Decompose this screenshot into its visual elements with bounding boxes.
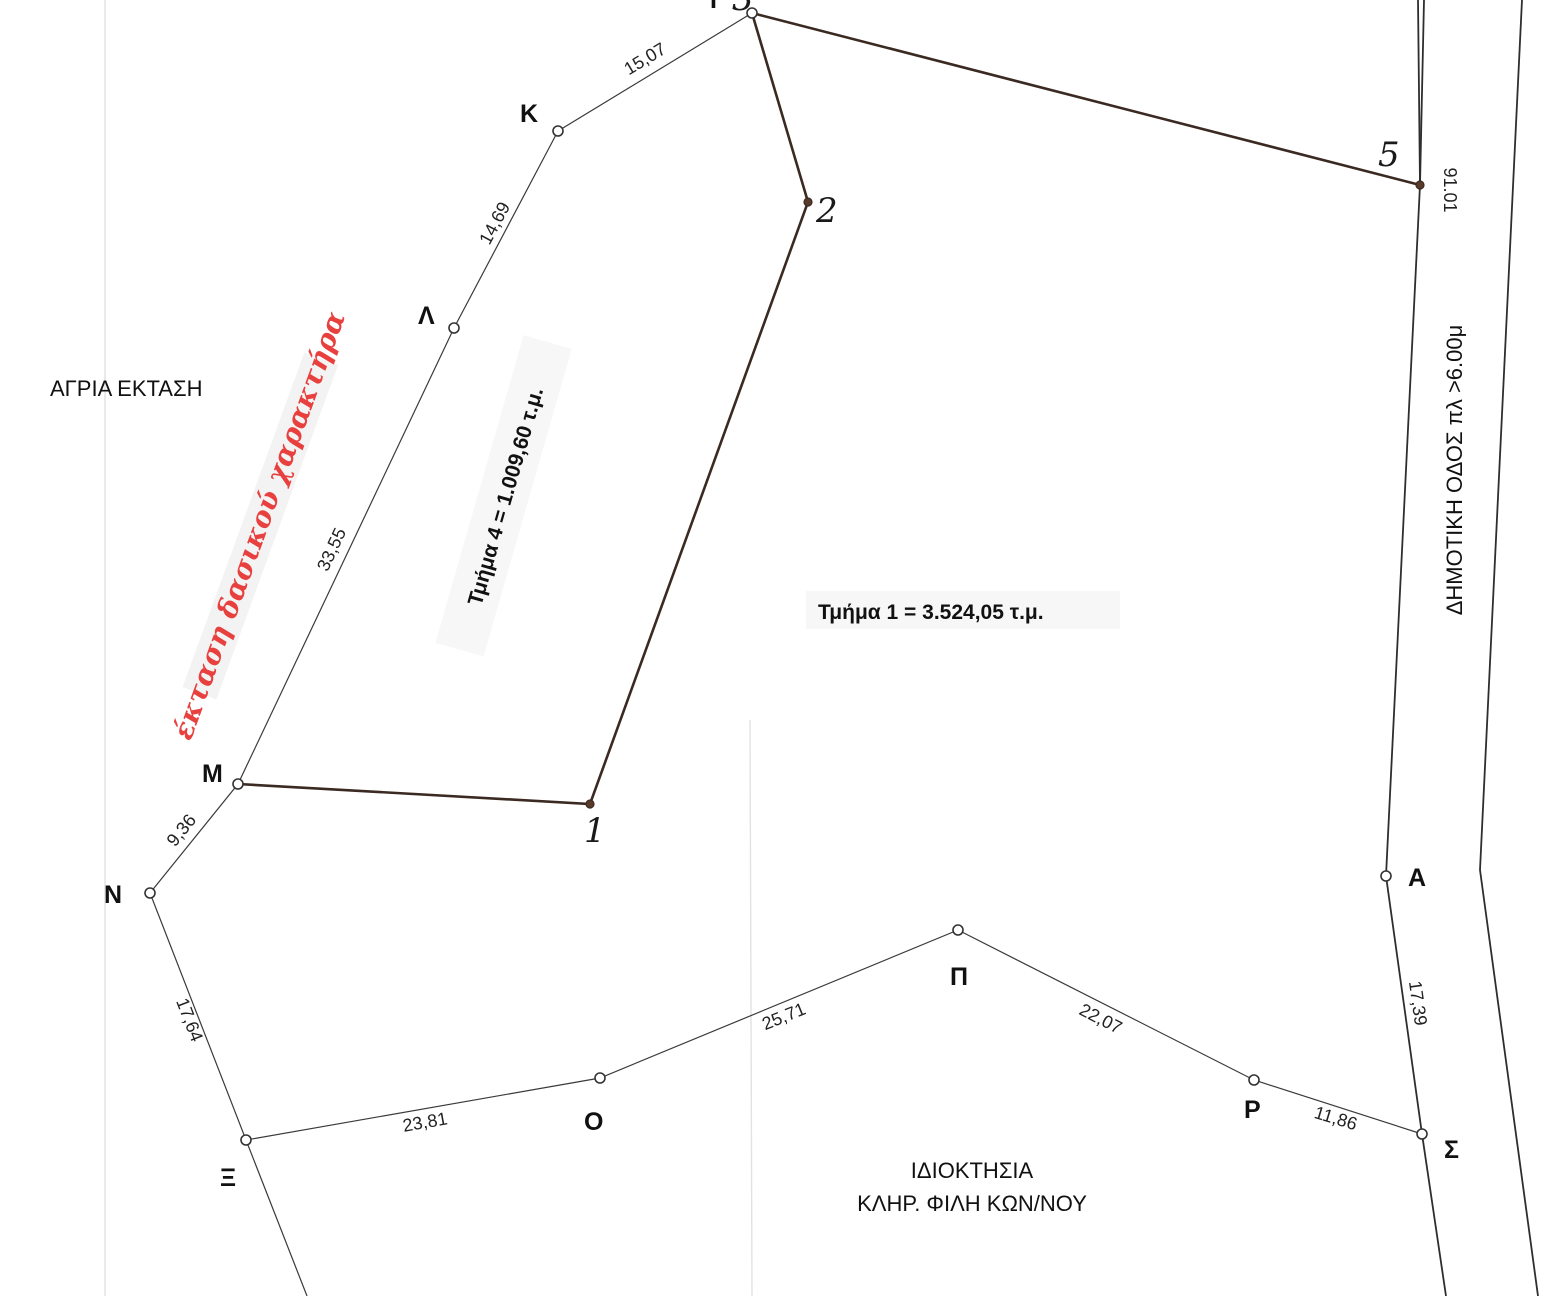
label-A: Α bbox=[1408, 864, 1426, 892]
road-label: ΔΗΜΟΤΙΚΗ ΟΔΟΣ πλ >6.00μ bbox=[1442, 325, 1467, 616]
label-P: Π bbox=[950, 963, 968, 991]
vertex-2 bbox=[803, 197, 813, 207]
label-K: Κ bbox=[520, 100, 538, 128]
label-L: Λ bbox=[418, 302, 435, 330]
label-O: Ο bbox=[584, 1108, 603, 1136]
vertex-S bbox=[1416, 1128, 1428, 1140]
hand-label-2: 2 bbox=[815, 191, 838, 231]
vertex-L bbox=[448, 322, 460, 334]
forest-note-background bbox=[182, 352, 339, 700]
label-R: Ρ bbox=[1244, 1096, 1261, 1124]
vertex-R bbox=[1248, 1074, 1260, 1086]
vertex-K bbox=[552, 125, 564, 137]
section1-area-label: Τμήμα 1 = 3.524,05 τ.μ. bbox=[806, 591, 1120, 629]
hand-label-1: 1 bbox=[584, 811, 606, 851]
vertex-5 bbox=[1415, 180, 1425, 190]
vertex-O bbox=[594, 1072, 606, 1084]
property-label-line2: ΚΛΗΡ. ΦΙΛΗ ΚΩΝ/ΝΟΥ bbox=[857, 1191, 1087, 1216]
vertex-X bbox=[240, 1134, 252, 1146]
label-S: Σ bbox=[1444, 1136, 1459, 1164]
label-M: Μ bbox=[202, 760, 223, 788]
section4-label-background bbox=[435, 335, 572, 657]
property-label-line1: ΙΔΙΟΚΤΗΣΙΑ bbox=[911, 1158, 1034, 1183]
center-crease-line bbox=[749, 719, 753, 1296]
hand-label-3: 3 bbox=[732, 0, 754, 19]
section4-boundary bbox=[236, 11, 810, 806]
road-west-edge-double bbox=[1417, 0, 1421, 186]
road-east-edge bbox=[1479, 0, 1539, 1296]
vertex-A bbox=[1380, 870, 1392, 882]
label-top: Γ bbox=[710, 0, 725, 14]
hand-label-5: 5 bbox=[1378, 135, 1400, 175]
boundary-X-south bbox=[245, 1139, 308, 1296]
vertex-M bbox=[232, 778, 244, 790]
wild-area-label: ΑΓΡΙΑ ΕΚΤΑΣΗ bbox=[50, 376, 202, 401]
parcel-boundary bbox=[149, 12, 1423, 1141]
vertex-P bbox=[952, 924, 964, 936]
label-X: Ξ bbox=[220, 1164, 236, 1192]
measure-road-edge: 91.01 bbox=[1440, 167, 1460, 212]
vertex-N bbox=[144, 887, 156, 899]
label-N: Ν bbox=[104, 881, 122, 909]
vertex-1 bbox=[585, 799, 595, 809]
vertex-top bbox=[746, 7, 758, 19]
section1-label-background bbox=[806, 591, 1120, 629]
section-divider-3-5 bbox=[750, 11, 1422, 187]
section1-label-text: Τμήμα 1 = 3.524,05 τ.μ. bbox=[818, 601, 1044, 624]
